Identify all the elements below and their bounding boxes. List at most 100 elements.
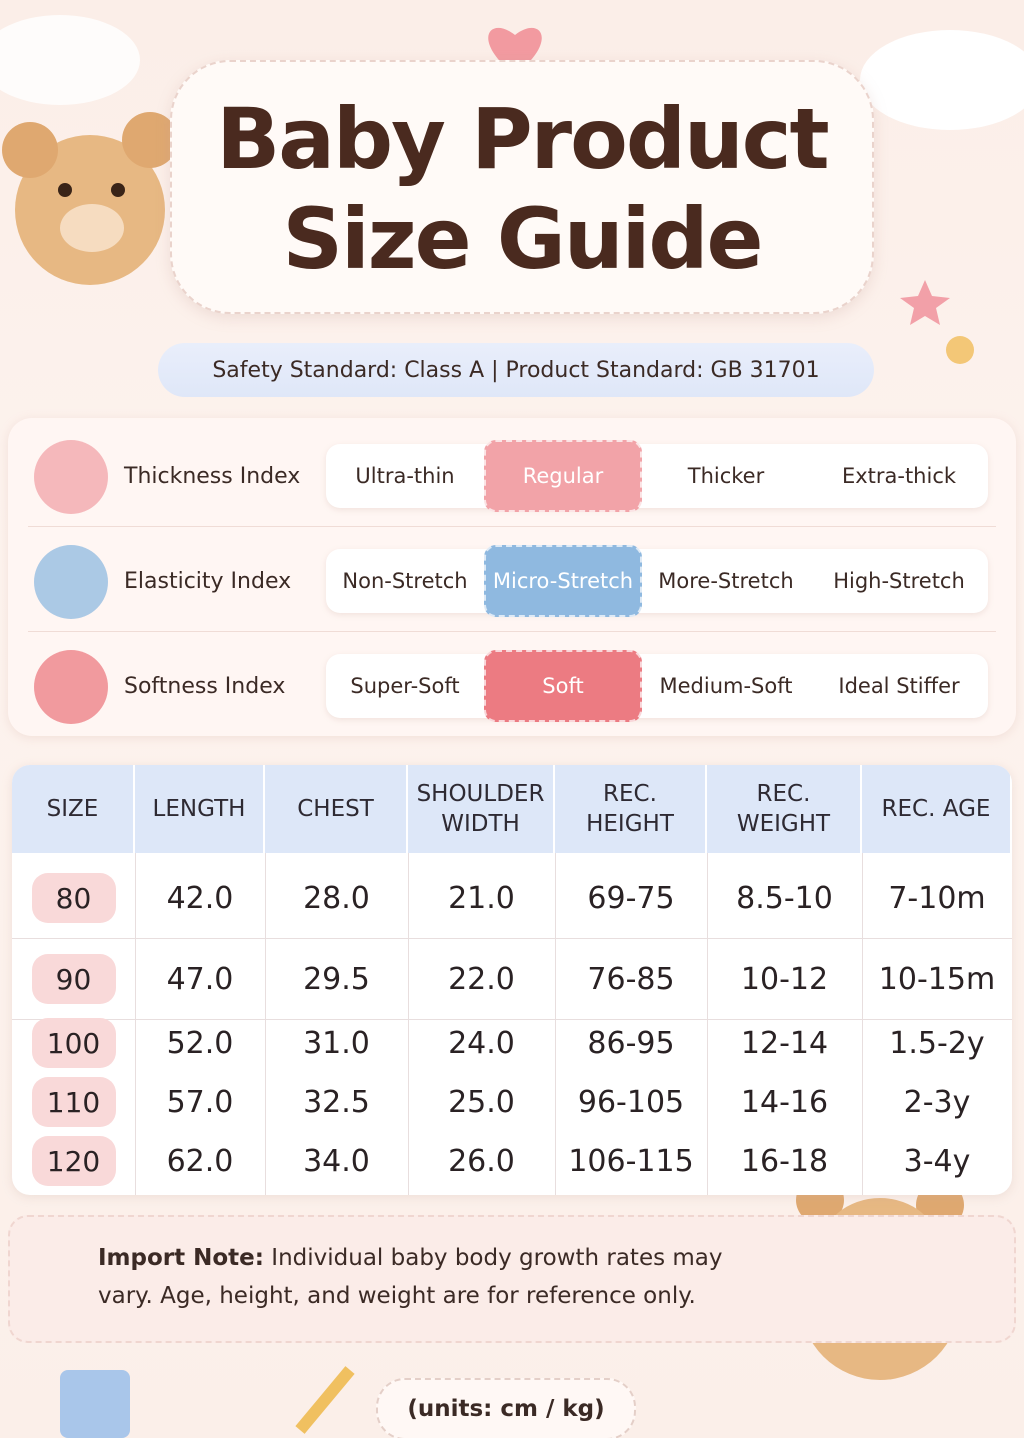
table-cell: 96-105 — [577, 1084, 685, 1120]
table-header: SHOULDER WIDTH — [408, 765, 555, 853]
table-cell: 10-12 — [740, 961, 829, 997]
table-cell: 120 — [12, 1133, 135, 1189]
table-cell: 8.5-10 — [736, 880, 833, 916]
bear-ear — [122, 112, 178, 168]
row-line — [12, 938, 1012, 939]
table-cell: 2-3y — [903, 1084, 971, 1120]
option: Thicker — [687, 464, 765, 488]
index-icon — [34, 545, 108, 619]
cloud — [860, 30, 1024, 130]
table-cell: 42.0 — [166, 880, 234, 916]
note-box: Import Note: Individual baby body growth… — [8, 1215, 1016, 1343]
table-cell: 110 — [12, 1074, 135, 1130]
size-pill: 120 — [31, 1136, 116, 1186]
heart — [488, 27, 542, 75]
title-box: Baby Product Size Guide — [170, 60, 874, 314]
table-cell: 24.0 — [448, 1025, 515, 1061]
table-cell: 7-10m — [888, 880, 986, 916]
table-cell: 28.0 — [303, 880, 370, 916]
table-header: REC. WEIGHT — [707, 765, 862, 853]
option: Ideal Stiffer — [838, 674, 960, 698]
table-header: LENGTH — [135, 765, 265, 853]
note: Import Note: Individual baby body growth… — [98, 1239, 778, 1315]
index-label: Elasticity Index — [124, 569, 292, 594]
option: Medium-Soft — [659, 674, 793, 698]
index-label: Thickness Index — [124, 464, 301, 489]
option-bar: Non-Stretch Micro-Stretch More-Stretch High… — [326, 545, 988, 617]
table-cell: 22.0 — [448, 961, 515, 997]
table-cell: 21.0 — [448, 880, 515, 916]
row-line — [12, 1019, 1012, 1020]
size-pill: 100 — [31, 1018, 116, 1068]
column-line — [265, 853, 266, 1195]
table-cell: 25.0 — [448, 1084, 515, 1120]
option: Ultra-thin — [355, 464, 455, 488]
note-text: Individual baby body growth rates may va… — [98, 1245, 723, 1309]
option: Super-Soft — [350, 674, 460, 698]
table-header: REC. HEIGHT — [555, 765, 707, 853]
size-pill: 110 — [31, 1077, 116, 1127]
table-cell: 32.5 — [303, 1084, 370, 1120]
title-line: Baby Product — [216, 90, 829, 188]
table-cell: 80 — [12, 870, 135, 926]
units: (units: cm / kg) — [407, 1396, 605, 1422]
size-pill: 80 — [31, 873, 116, 923]
table-cell: 52.0 — [166, 1025, 234, 1061]
table-cell: 57.0 — [166, 1084, 234, 1120]
table-cell: 12-14 — [740, 1025, 829, 1061]
table-cell: 14-16 — [740, 1084, 829, 1120]
divider — [28, 526, 996, 527]
table-cell: 47.0 — [166, 961, 234, 997]
standard-text: Safety Standard: Class A | Product Stand… — [212, 357, 820, 383]
bear-muzzle — [60, 204, 124, 252]
table-header: SIZE — [12, 765, 135, 853]
units-pill: (units: cm / kg) — [376, 1378, 636, 1438]
option: More-Stretch — [658, 569, 794, 593]
option-selected: Soft — [484, 650, 642, 722]
table-cell: 76-85 — [587, 961, 675, 997]
index-label: Softness Index — [124, 674, 286, 699]
index-icon — [34, 650, 108, 724]
bear-ear — [2, 122, 58, 178]
column-line — [862, 853, 863, 1195]
bear-eye — [111, 183, 125, 197]
toy-block — [60, 1370, 130, 1438]
standard-bar: Safety Standard: Class A | Product Stand… — [158, 343, 874, 397]
table-header: REC. AGE — [862, 765, 1012, 853]
table-cell: 31.0 — [303, 1025, 370, 1061]
option-bar: Ultra-thin Regular Thicker Extra-thick — [326, 440, 988, 512]
column-line — [707, 853, 708, 1195]
column-line — [135, 853, 136, 1195]
table-cell: 29.5 — [303, 961, 370, 997]
table-header: CHEST — [265, 765, 408, 853]
title-line: Size Guide — [282, 190, 763, 288]
cloud — [0, 15, 140, 105]
divider — [28, 631, 996, 632]
table-cell: 62.0 — [166, 1143, 234, 1179]
option-selected: Micro-Stretch — [484, 545, 642, 617]
note-label: Import Note: — [98, 1245, 264, 1271]
table-cell: 26.0 — [448, 1143, 515, 1179]
option: Extra-thick — [841, 464, 957, 488]
table-cell: 90 — [12, 951, 135, 1007]
table-cell: 86-95 — [587, 1025, 675, 1061]
size-table: SIZE LENGTH CHEST SHOULDER WIDTH REC. HEIGHT… — [12, 765, 1012, 1195]
option-selected: Regular — [484, 440, 642, 512]
table-cell: 10-15m — [878, 961, 996, 997]
size-pill: 90 — [31, 954, 116, 1004]
table-cell: 106-115 — [568, 1143, 694, 1179]
table-cell: 3-4y — [903, 1143, 971, 1179]
star — [900, 280, 950, 325]
table-cell: 1.5-2y — [889, 1025, 985, 1061]
table-cell: 69-75 — [587, 880, 675, 916]
bear-eye — [58, 183, 72, 197]
option-bar: Super-Soft Soft Medium-Soft Ideal Stiffer — [326, 650, 988, 722]
moon — [946, 336, 974, 364]
pencil — [295, 1366, 355, 1434]
index-icon — [34, 440, 108, 514]
table-cell: 16-18 — [740, 1143, 829, 1179]
column-line — [555, 853, 556, 1195]
table-cell: 34.0 — [303, 1143, 370, 1179]
index-card: Thickness Index Ultra-thin Regular Thicker E… — [8, 418, 1016, 736]
